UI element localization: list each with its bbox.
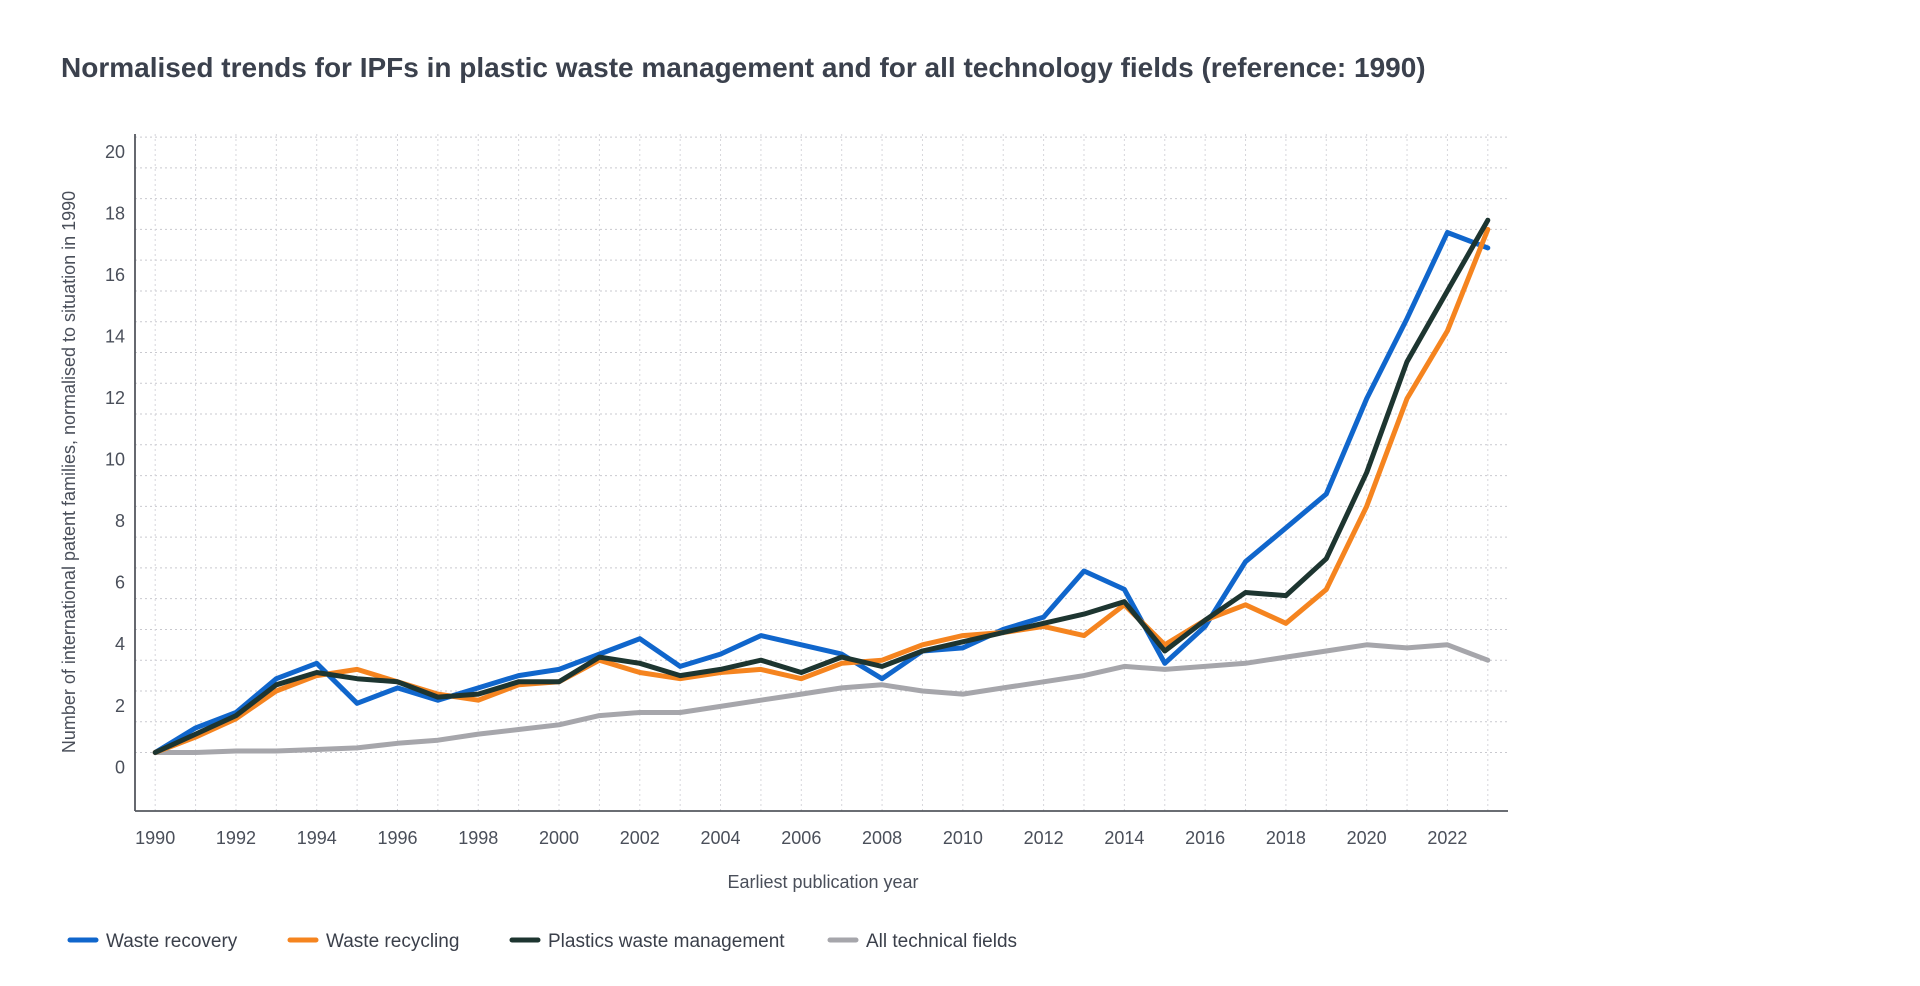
legend-label: All technical fields bbox=[866, 931, 1017, 952]
legend-label: Plastics waste management bbox=[548, 931, 785, 952]
legend-label: Waste recovery bbox=[106, 931, 238, 952]
y-tick-label: 8 bbox=[115, 511, 125, 531]
x-tick-label: 1998 bbox=[458, 828, 498, 848]
y-tick-label: 6 bbox=[115, 573, 125, 593]
y-tick-labels: 0 2 4 6 8 10 12 14 16 18 20 bbox=[105, 142, 125, 777]
series-line-waste-recovery bbox=[155, 233, 1488, 753]
x-tick-label: 2002 bbox=[620, 828, 660, 848]
gridlines bbox=[135, 134, 1508, 811]
y-tick-label: 0 bbox=[115, 757, 125, 777]
x-tick-label: 2010 bbox=[943, 828, 983, 848]
x-tick-labels: 1990 1992 1994 1996 1998 2000 2002 2004 2006 2008… bbox=[135, 828, 1467, 848]
x-tick-label: 2000 bbox=[539, 828, 579, 848]
legend-label: Waste recycling bbox=[326, 931, 459, 952]
y-tick-label: 10 bbox=[105, 450, 125, 470]
y-tick-label: 4 bbox=[115, 634, 125, 654]
y-tick-label: 14 bbox=[105, 326, 125, 346]
x-tick-label: 2014 bbox=[1104, 828, 1144, 848]
x-tick-label: 1994 bbox=[297, 828, 337, 848]
x-tick-label: 2006 bbox=[781, 828, 821, 848]
x-tick-label: 2004 bbox=[701, 828, 741, 848]
y-tick-label: 12 bbox=[105, 388, 125, 408]
series-lines bbox=[155, 220, 1488, 752]
y-tick-label: 20 bbox=[105, 142, 125, 162]
x-tick-label: 2008 bbox=[862, 828, 902, 848]
y-tick-label: 18 bbox=[105, 203, 125, 223]
x-tick-label: 1992 bbox=[216, 828, 256, 848]
x-tick-label: 2022 bbox=[1427, 828, 1467, 848]
axes bbox=[135, 134, 1508, 811]
x-tick-label: 2020 bbox=[1347, 828, 1387, 848]
x-tick-label: 1996 bbox=[377, 828, 417, 848]
x-tick-label: 1990 bbox=[135, 828, 175, 848]
x-tick-label: 2012 bbox=[1024, 828, 1064, 848]
x-axis-title: Earliest publication year bbox=[727, 872, 918, 892]
legend: Waste recovery Waste recycling Plastics wa… bbox=[70, 931, 1017, 952]
y-tick-label: 2 bbox=[115, 696, 125, 716]
y-tick-label: 16 bbox=[105, 265, 125, 285]
series-line-waste-recycling bbox=[155, 229, 1488, 752]
x-tick-label: 2018 bbox=[1266, 828, 1306, 848]
x-tick-label: 2016 bbox=[1185, 828, 1225, 848]
y-axis-title: Number of international patent families,… bbox=[59, 191, 79, 753]
